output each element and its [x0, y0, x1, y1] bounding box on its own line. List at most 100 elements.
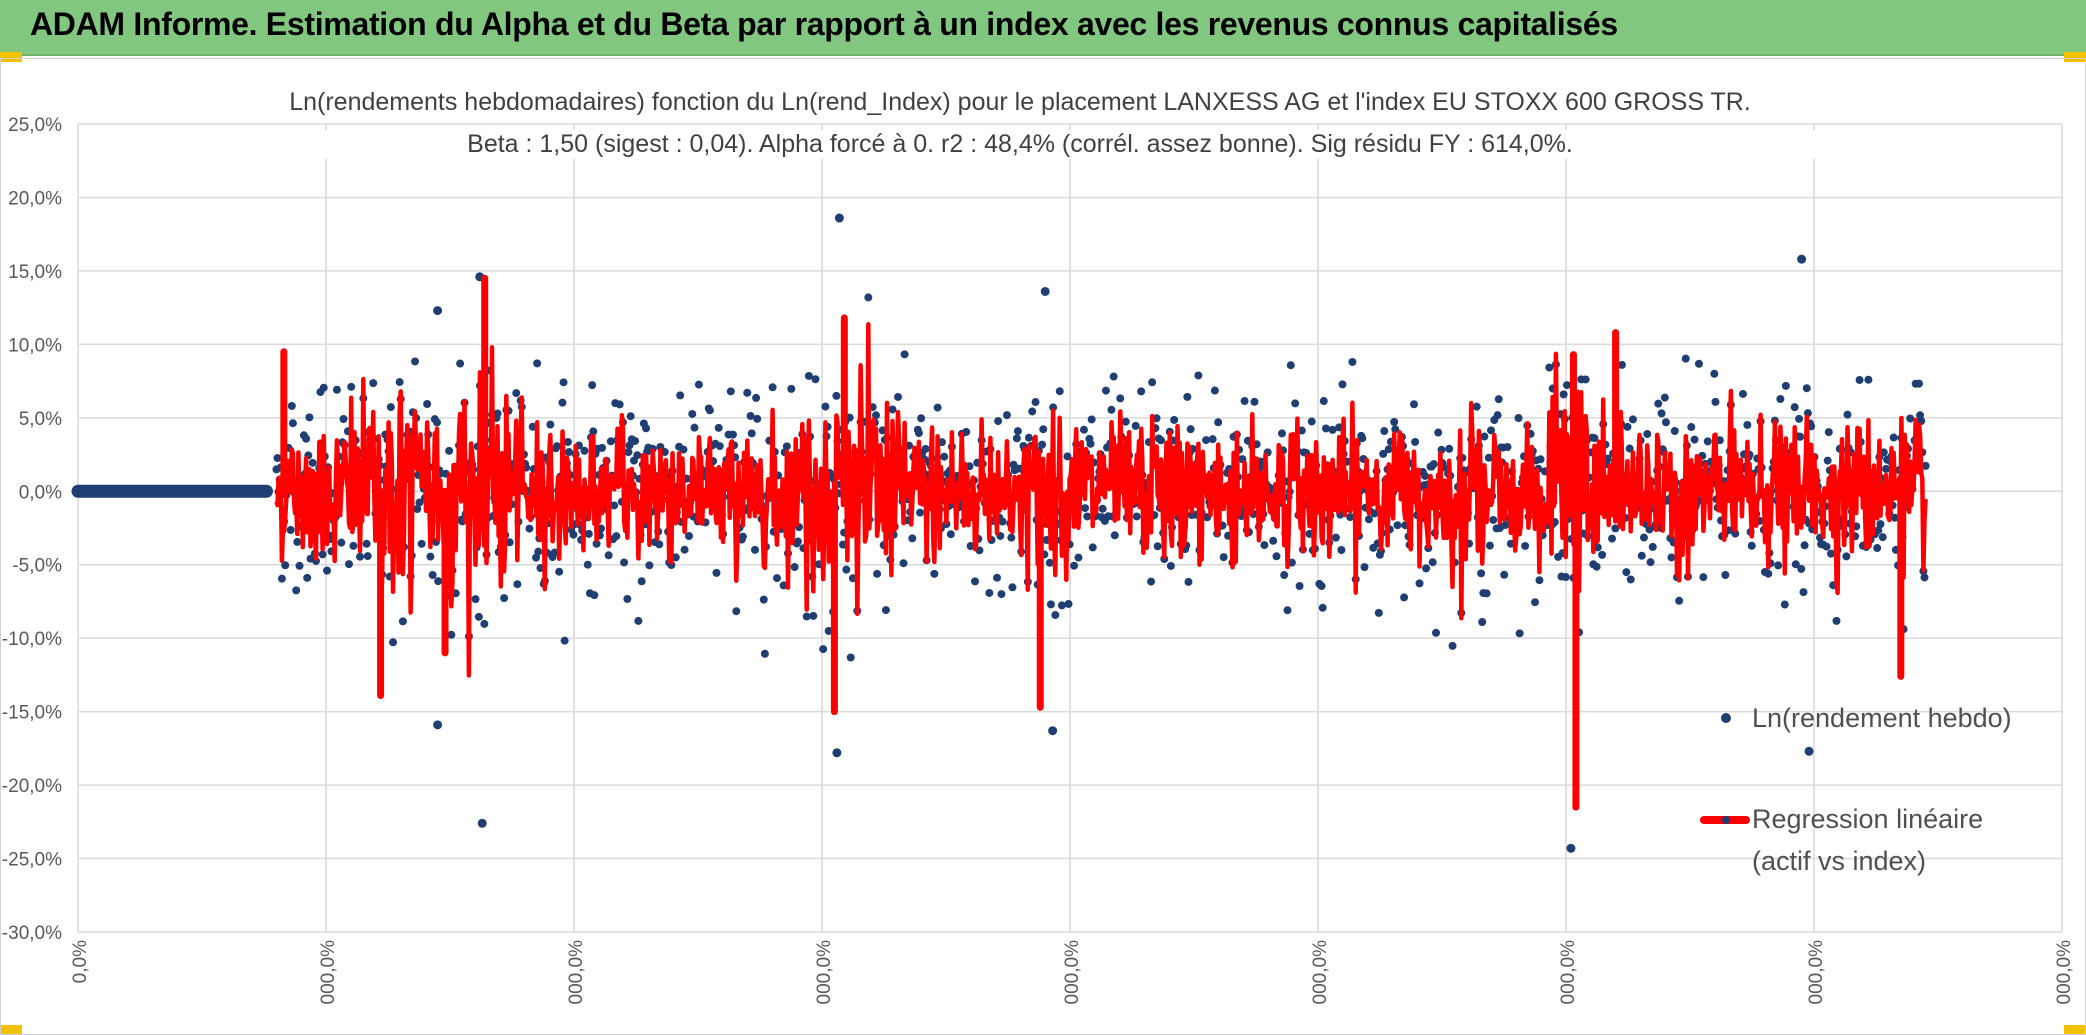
data-point — [1147, 577, 1156, 586]
data-point — [319, 383, 328, 392]
data-point — [345, 560, 354, 569]
data-point — [1842, 552, 1851, 561]
data-point-outlier — [1040, 286, 1050, 296]
data-point — [1710, 369, 1719, 378]
data-point — [1694, 359, 1703, 368]
data-point — [369, 379, 378, 388]
data-point — [966, 542, 975, 551]
data-point — [1581, 375, 1590, 384]
data-point — [1360, 563, 1369, 572]
data-point — [1864, 375, 1873, 384]
data-point — [1364, 515, 1373, 524]
data-point — [337, 538, 346, 547]
data-point — [474, 612, 483, 621]
data-point — [428, 570, 437, 579]
data-point — [1152, 414, 1161, 423]
y-tick-label: 10,0% — [8, 335, 62, 356]
data-point — [1690, 435, 1699, 444]
data-point — [1536, 455, 1545, 464]
data-point — [610, 501, 619, 510]
data-point — [894, 392, 903, 401]
data-point — [993, 573, 1002, 582]
corner-marker-bottom-right — [2064, 1025, 2086, 1035]
data-point — [1070, 561, 1079, 570]
data-point — [356, 552, 365, 561]
data-point — [1501, 521, 1510, 530]
x-tick-label: 000,0% — [2054, 940, 2075, 1005]
data-point — [1855, 375, 1864, 384]
data-point — [787, 384, 796, 393]
data-point — [821, 402, 830, 411]
data-point — [546, 420, 555, 429]
data-point — [671, 553, 680, 562]
data-point — [1208, 435, 1217, 444]
data-point — [533, 359, 542, 368]
data-point — [1046, 600, 1055, 609]
data-point — [1623, 422, 1632, 431]
data-point — [1400, 593, 1409, 602]
data-point — [1780, 600, 1789, 609]
data-point — [1832, 616, 1841, 625]
data-point — [604, 551, 613, 560]
data-point — [888, 405, 897, 414]
data-point — [1379, 449, 1388, 458]
data-point — [1328, 425, 1337, 434]
data-point — [550, 548, 559, 557]
data-point — [824, 626, 833, 635]
data-point — [1824, 428, 1833, 437]
data-point — [1291, 399, 1300, 408]
data-point — [1503, 443, 1512, 452]
data-point — [423, 400, 432, 409]
data-point — [1116, 394, 1125, 403]
data-point — [940, 452, 949, 461]
data-point — [1280, 571, 1289, 580]
data-point — [620, 558, 629, 567]
data-point — [1448, 641, 1457, 650]
data-point — [1183, 392, 1192, 401]
data-point — [339, 414, 348, 423]
data-point — [655, 540, 664, 549]
x-tick-label: 000,0% — [814, 940, 835, 1005]
data-point — [1319, 397, 1328, 406]
data-point — [287, 401, 296, 410]
data-point-outlier — [433, 306, 443, 316]
data-point — [1876, 520, 1885, 529]
corner-marker-bottom-left — [0, 1025, 22, 1035]
data-point — [998, 517, 1007, 526]
data-point — [277, 574, 286, 583]
data-point — [1186, 425, 1195, 434]
data-point — [588, 381, 597, 390]
report-title: ADAM Informe. Estimation du Alpha et du … — [30, 6, 1618, 42]
data-point — [1295, 582, 1304, 591]
data-point — [1906, 414, 1915, 423]
data-point — [286, 525, 295, 534]
data-point — [505, 538, 514, 547]
data-point — [417, 539, 426, 548]
data-point — [433, 418, 442, 427]
corner-marker-top-left — [0, 52, 22, 62]
data-point — [1013, 427, 1022, 436]
data-point — [1107, 405, 1116, 414]
data-point — [1485, 541, 1494, 550]
data-point — [997, 590, 1006, 599]
data-point — [1331, 533, 1340, 542]
data-point — [1131, 421, 1140, 430]
data-point — [1028, 407, 1037, 416]
data-point — [1002, 411, 1011, 420]
data-point — [1250, 397, 1259, 406]
data-point — [302, 434, 311, 443]
data-point — [1590, 434, 1599, 443]
data-point — [645, 561, 654, 570]
data-point — [589, 427, 598, 436]
data-point — [1843, 410, 1852, 419]
data-point — [1007, 533, 1016, 542]
data-point — [1422, 564, 1431, 573]
data-point — [1721, 571, 1730, 580]
data-point — [732, 607, 741, 616]
chart-title-line-2: Beta : 1,50 (sigest : 0,04). Alpha forcé… — [200, 130, 1840, 159]
data-point — [1137, 387, 1146, 396]
y-tick-label: -25,0% — [2, 850, 62, 871]
x-tick-label: 000,0% — [1310, 940, 1331, 1005]
data-point — [583, 560, 592, 569]
data-point — [1482, 589, 1491, 598]
